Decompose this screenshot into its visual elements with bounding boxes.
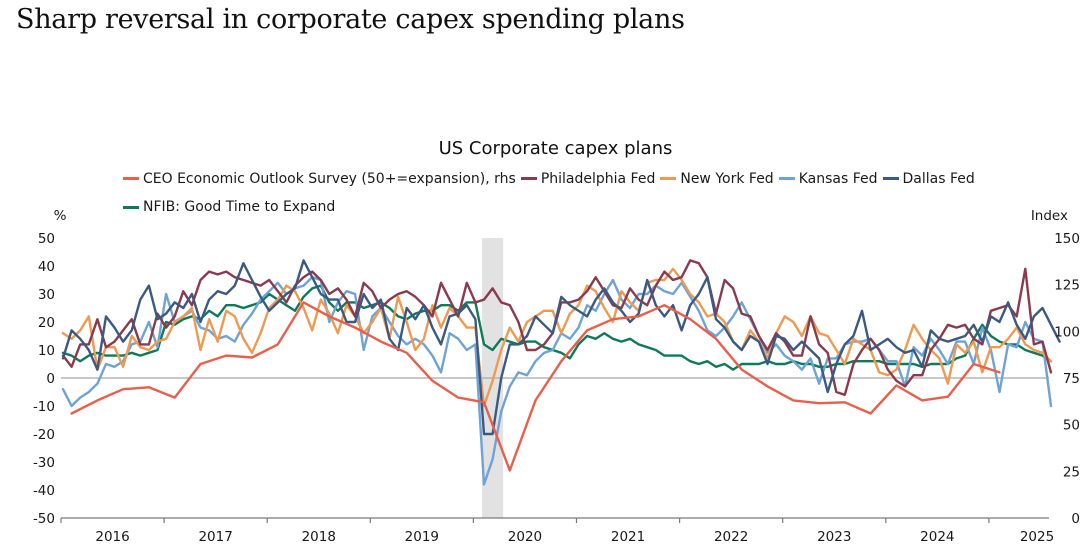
right-y-tick-label: 75	[1063, 371, 1080, 387]
legend-label: NFIB: Good Time to Expand	[143, 199, 336, 215]
left-y-tick-label: -30	[33, 455, 55, 471]
left-y-tick-label: 10	[38, 343, 55, 359]
legend-swatch	[778, 177, 795, 180]
legend-item: Kansas Fed	[778, 166, 878, 192]
left-axis-unit-label: %	[54, 208, 67, 224]
x-tick-label: 2022	[714, 529, 748, 545]
legend-label: Philadelphia Fed	[540, 170, 656, 187]
x-tick-label: 2020	[508, 529, 542, 545]
legend-label: Dallas Fed	[902, 170, 975, 187]
left-y-tick-label: 0	[46, 371, 55, 387]
right-y-tick-label: 150	[1054, 231, 1080, 247]
legend-label: Kansas Fed	[798, 170, 878, 187]
legend-swatch	[660, 177, 677, 180]
legend-item: Philadelphia Fed	[520, 166, 656, 192]
x-tick-label: 2016	[95, 529, 129, 545]
x-tick-label: 2018	[302, 529, 336, 545]
right-y-tick-label: 100	[1054, 324, 1080, 340]
right-y-tick-label: 25	[1063, 464, 1080, 480]
legend-swatch	[123, 177, 139, 180]
left-y-tick-label: 20	[38, 315, 55, 331]
right-y-tick-label: 50	[1063, 418, 1080, 434]
legend-item: NFIB: Good Time to Expand	[123, 194, 335, 220]
x-tick-label: 2024	[920, 529, 954, 545]
right-axis-unit-label: Index	[1031, 208, 1068, 224]
legend-label: New York Fed	[680, 170, 774, 187]
legend-swatch	[882, 177, 899, 180]
left-y-tick-label: -50	[33, 511, 55, 527]
chart-legend: CEO Economic Outlook Survey (50+=expansi…	[123, 163, 1023, 220]
chart-title: US Corporate capex plans	[438, 138, 673, 159]
legend-swatch	[520, 177, 537, 180]
legend-item: New York Fed	[660, 166, 774, 192]
left-y-tick-label: -40	[33, 483, 55, 499]
right-y-tick-label: 0	[1071, 511, 1080, 527]
x-tick-label: 2021	[611, 529, 645, 545]
legend-item: Dallas Fed	[882, 166, 975, 192]
series-line-kansas-fed	[61, 276, 1053, 486]
page-title: Sharp reversal in corporate capex spendi…	[16, 4, 685, 35]
x-tick-label: 2023	[817, 529, 851, 545]
left-y-tick-label: -20	[33, 427, 55, 443]
left-y-tick-label: 50	[38, 231, 55, 247]
right-y-tick-label: 125	[1054, 278, 1080, 294]
series-line-ceo-economic-outlook-survey-50-expansion-rhs	[70, 301, 1001, 472]
x-tick-label: 2017	[198, 529, 232, 545]
x-tick-label: 2019	[405, 529, 439, 545]
legend-swatch	[123, 205, 139, 209]
legend-label: CEO Economic Outlook Survey (50+=expansi…	[143, 170, 516, 187]
x-tick-label: 2025	[1020, 529, 1054, 545]
series-line-dallas-fed	[61, 259, 1061, 436]
left-y-tick-label: 40	[38, 259, 55, 275]
legend-item: CEO Economic Outlook Survey (50+=expansi…	[123, 166, 516, 192]
left-y-tick-label: 30	[38, 287, 55, 303]
left-y-tick-label: -10	[33, 399, 55, 415]
